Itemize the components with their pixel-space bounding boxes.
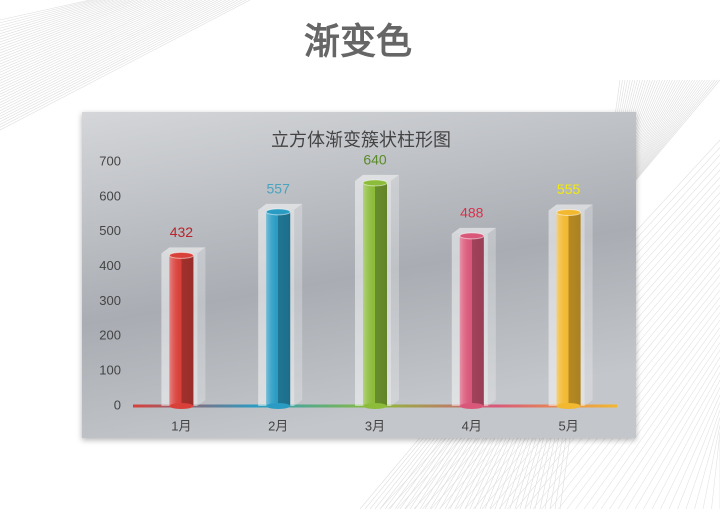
bar-bottom: [557, 403, 581, 409]
decor-line: [0, 0, 202, 97]
y-tick-label: 0: [114, 397, 121, 412]
decor-line: [0, 0, 198, 94]
bar-shade: [557, 213, 581, 406]
y-tick-label: 500: [99, 223, 121, 238]
bar-top: [266, 209, 290, 215]
bar-shade: [169, 255, 193, 406]
bar-bottom: [363, 403, 387, 409]
bar-shade: [266, 212, 290, 406]
x-tick-label: 4月: [462, 418, 482, 433]
y-tick-label: 300: [99, 293, 121, 308]
bar-bottom: [169, 403, 193, 409]
bar-shade: [363, 183, 387, 406]
bar-bottom: [460, 403, 484, 409]
x-tick-label: 2月: [268, 418, 288, 433]
page-title: 渐变色: [304, 21, 412, 62]
bar-top: [363, 180, 387, 186]
decor-line: [0, 0, 230, 116]
y-tick-label: 700: [99, 153, 121, 168]
x-tick-label: 1月: [171, 418, 191, 433]
bar-top: [460, 233, 484, 239]
x-tick-label: 3月: [365, 418, 385, 433]
chart-title: 立方体渐变簇状柱形图: [271, 130, 451, 150]
bar-bottom: [266, 403, 290, 409]
bar-shade: [460, 236, 484, 406]
value-label: 555: [557, 181, 581, 197]
value-label: 432: [170, 224, 194, 240]
y-tick-label: 600: [99, 188, 121, 203]
y-tick-label: 100: [99, 363, 121, 378]
value-label: 557: [267, 181, 291, 197]
decor-line: [652, 380, 720, 509]
bar-top: [557, 210, 581, 216]
x-tick-label: 5月: [558, 418, 578, 433]
decor-line: [627, 358, 720, 510]
decor-line: [0, 0, 98, 26]
decor-line: [703, 425, 720, 509]
decor-line: [0, 0, 242, 125]
decor-line: [0, 0, 174, 78]
decor-line: [0, 0, 118, 39]
decor-line: [0, 0, 250, 130]
value-label: 488: [460, 205, 484, 221]
y-tick-label: 200: [99, 328, 121, 343]
bar-top: [169, 252, 193, 258]
decor-line: [0, 0, 218, 108]
decor-line: [669, 395, 720, 509]
value-label: 640: [363, 152, 387, 168]
y-tick-label: 400: [99, 258, 121, 273]
decor-line: [0, 0, 206, 100]
